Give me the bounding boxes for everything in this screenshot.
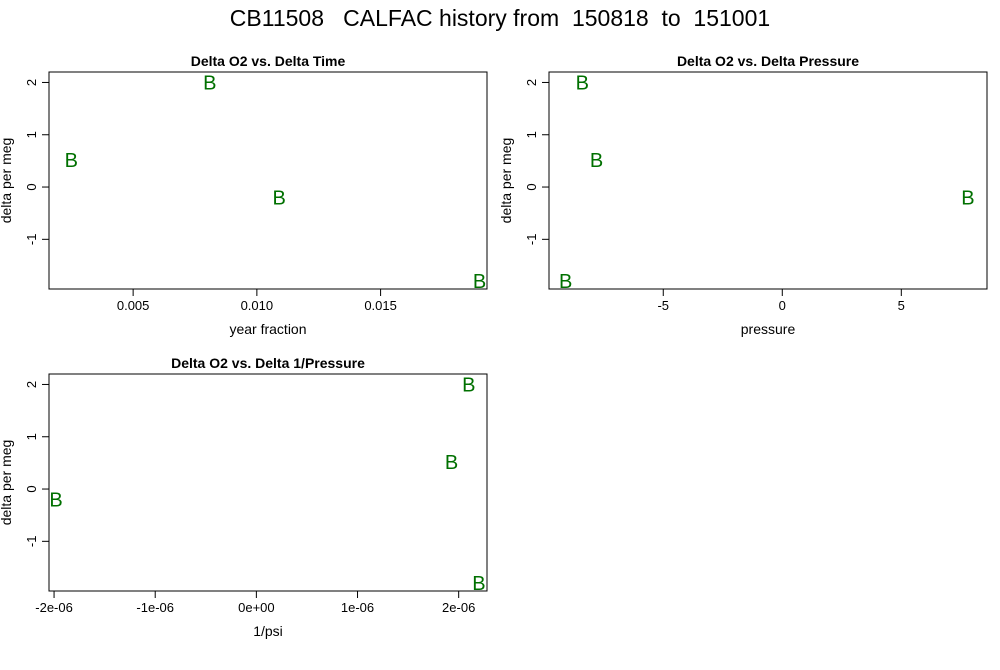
- plot-frame: [548, 71, 988, 290]
- y-tick-label: -1: [524, 234, 539, 246]
- data-point: B: [472, 573, 485, 595]
- y-tick-label: 2: [24, 381, 39, 388]
- y-axis-label: delta per meg: [498, 138, 514, 224]
- data-point: B: [590, 150, 603, 172]
- x-tick-label: 0e+00: [238, 600, 275, 615]
- data-point: B: [576, 72, 589, 94]
- x-axis-label: 1/psi: [253, 623, 283, 639]
- data-point: B: [473, 271, 486, 293]
- y-tick-label: -1: [24, 536, 39, 548]
- data-point: B: [462, 374, 475, 396]
- x-tick-label: -1e-06: [136, 600, 174, 615]
- y-axis-label: delta per meg: [0, 138, 14, 224]
- y-tick-label: 0: [24, 183, 39, 190]
- page-title: CB11508 CALFAC history from 150818 to 15…: [229, 5, 771, 31]
- data-point: B: [203, 72, 216, 94]
- x-tick-label: 2e-06: [442, 600, 475, 615]
- x-tick-label: 1e-06: [341, 600, 374, 615]
- y-tick-label: 2: [24, 79, 39, 86]
- y-tick-label: 1: [24, 433, 39, 440]
- x-tick-label: -2e-06: [35, 600, 73, 615]
- plot-frame: [48, 71, 488, 290]
- chart-title: Delta O2 vs. Delta Pressure: [677, 53, 859, 69]
- data-point: B: [559, 271, 572, 293]
- y-tick-label: 0: [524, 183, 539, 190]
- x-tick-label: 5: [898, 298, 905, 313]
- x-tick-label: 0: [779, 298, 786, 313]
- chart-title: Delta O2 vs. Delta 1/Pressure: [171, 355, 365, 371]
- y-tick-label: 1: [24, 131, 39, 138]
- y-tick-label: 1: [524, 131, 539, 138]
- chart-title: Delta O2 vs. Delta Time: [191, 53, 346, 69]
- x-axis-label: year fraction: [229, 321, 306, 337]
- data-point: B: [445, 452, 458, 474]
- data-point: B: [49, 489, 62, 511]
- x-tick-label: 0.005: [117, 298, 150, 313]
- x-axis-label: pressure: [741, 321, 796, 337]
- y-tick-label: 2: [524, 79, 539, 86]
- data-point: B: [272, 187, 285, 209]
- x-tick-label: 0.010: [241, 298, 274, 313]
- plot-frame: [48, 373, 488, 592]
- data-point: B: [65, 150, 78, 172]
- y-tick-label: 0: [24, 485, 39, 492]
- y-axis-label: delta per meg: [0, 440, 14, 526]
- data-point: B: [961, 187, 974, 209]
- x-tick-label: 0.015: [364, 298, 397, 313]
- x-tick-label: -5: [657, 298, 669, 313]
- y-tick-label: -1: [24, 234, 39, 246]
